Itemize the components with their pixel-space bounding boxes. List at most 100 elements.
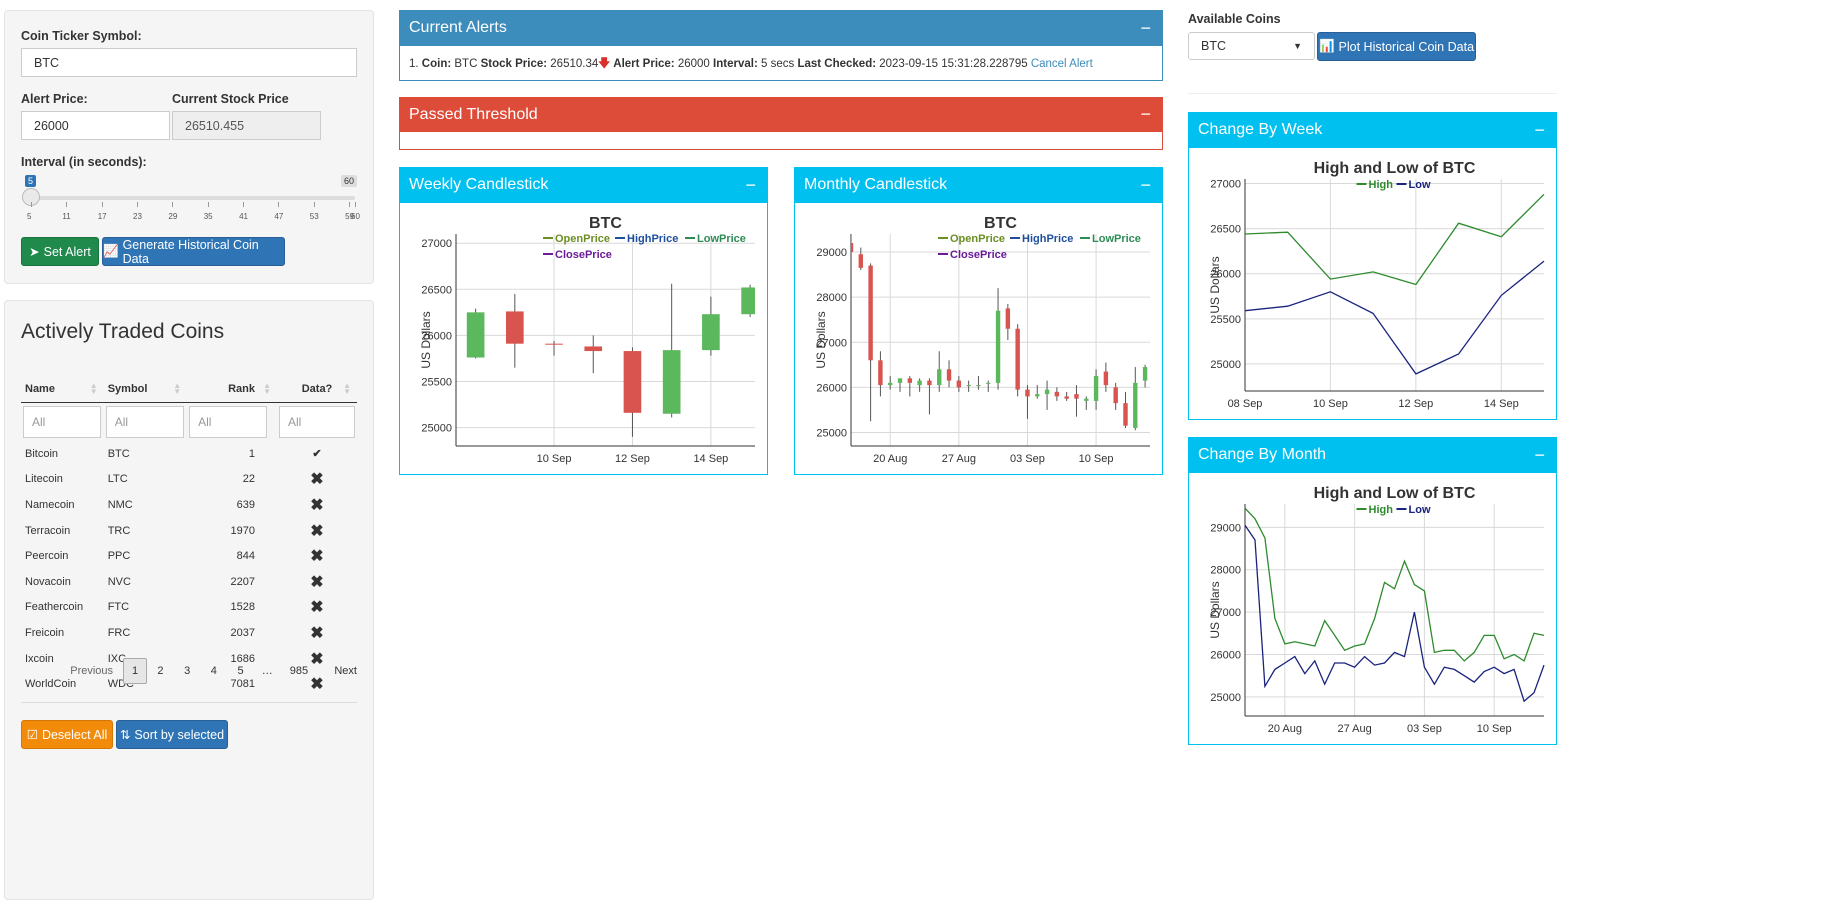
table-row[interactable]: Litecoin LTC 22 ✖ — [21, 467, 357, 493]
x-tick-label: 10 Sep — [1079, 453, 1114, 465]
alert-index: 1. — [409, 58, 419, 70]
filter-symbol-input[interactable]: All — [105, 406, 184, 438]
alert-price-input[interactable]: 26000 — [21, 111, 170, 140]
data-status-icon: ✖ — [310, 548, 324, 566]
candle-body — [1064, 396, 1069, 399]
candle-body — [1084, 398, 1089, 401]
table-row[interactable]: Namecoin NMC 639 ✖ — [21, 492, 357, 518]
sort-selected-button[interactable]: ⇅ Sort by selected — [116, 720, 228, 749]
candles — [851, 234, 1148, 431]
candle-body — [1113, 387, 1118, 404]
slider-track[interactable] — [31, 196, 355, 200]
slider-tick-label: 23 — [133, 212, 142, 221]
ticker-input[interactable]: BTC — [21, 48, 357, 77]
table-row[interactable]: Novacoin NVC 2207 ✖ — [21, 569, 357, 595]
divider — [21, 702, 357, 703]
candle-body — [927, 380, 932, 386]
slider-tick-label: 47 — [274, 212, 284, 221]
legend-label: High — [1369, 179, 1394, 191]
data-status-icon: ✖ — [310, 522, 324, 540]
collapse-icon[interactable]: − — [1534, 119, 1545, 140]
x-tick-label: 27 Aug — [1338, 723, 1372, 735]
table-row[interactable]: Ixcoin IXC 1686 ✖ — [21, 646, 357, 672]
pager-page-last[interactable]: 985 — [289, 665, 309, 677]
slider-tick — [243, 202, 245, 207]
pager-page-5[interactable]: 5 — [237, 665, 244, 677]
candle-body — [545, 343, 563, 345]
candle-body — [1035, 394, 1040, 397]
slider-tick — [137, 202, 139, 207]
stock-price-label: Stock Price: — [480, 58, 548, 70]
current-alerts-title: Current Alerts — [409, 19, 507, 36]
pager-page-4[interactable]: 4 — [210, 665, 217, 677]
y-tick-label: 25500 — [1210, 314, 1241, 326]
last-checked-value: 2023-09-15 15:31:28.228795 — [879, 58, 1028, 70]
month-high-low-chart: 25000 26000 27000 28000 29000 20 Aug 27 Aug 03 … — [1208, 485, 1545, 735]
slider-tick — [349, 202, 351, 207]
table-row[interactable]: Terracoin TRC 1970 ✖ — [21, 518, 357, 544]
pager-previous[interactable]: Previous — [70, 665, 114, 677]
table-row[interactable]: Peercoin PPC 844 ✖ — [21, 543, 357, 569]
series-line — [1244, 260, 1545, 375]
coin-name: Bitcoin — [25, 447, 59, 460]
slider-tick — [313, 202, 315, 207]
plot-historical-button[interactable]: 📊 Plot Historical Coin Data — [1317, 32, 1476, 61]
passed-threshold-box: Passed Threshold − — [399, 97, 1163, 150]
candle-body — [868, 265, 873, 361]
legend-label: LowPrice — [1092, 233, 1141, 245]
pager-page-1[interactable]: 1 — [123, 658, 148, 684]
legend-label: HighPrice — [1022, 233, 1073, 245]
pager-page-3[interactable]: 3 — [184, 665, 191, 677]
coin-name: Novacoin — [25, 575, 71, 588]
col-name[interactable]: Name ▲ ▼ — [21, 376, 104, 403]
coin-rank: 2037 — [230, 626, 255, 639]
col-data[interactable]: Data? ▲ ▼ — [277, 376, 357, 403]
pager-page-2[interactable]: 2 — [157, 665, 164, 677]
col-symbol[interactable]: Symbol ▲ ▼ — [103, 376, 188, 403]
slider-tick — [101, 202, 103, 207]
interval-slider[interactable]: 5 60 5 11 17 23 29 35 41 47 53 59 60 — [21, 172, 360, 222]
collapse-icon[interactable]: − — [1534, 444, 1545, 465]
slider-tick — [278, 202, 280, 207]
coin-symbol: PPC — [107, 550, 131, 563]
col-rank[interactable]: Rank ▲ ▼ — [187, 376, 277, 403]
y-tick-label: 26500 — [1210, 224, 1241, 236]
slider-tick-label: 29 — [168, 212, 178, 221]
pager-ellipsis: … — [261, 665, 273, 677]
sort-icon: ▲ ▼ — [89, 381, 98, 396]
ticker-label: Coin Ticker Symbol: — [21, 29, 142, 43]
filter-data-input[interactable]: All — [279, 406, 355, 438]
candle-body — [858, 254, 864, 268]
legend-label: Low — [1409, 504, 1431, 516]
collapse-icon[interactable]: − — [745, 174, 756, 195]
coin-symbol: IXC — [107, 652, 127, 665]
set-alert-button[interactable]: ➤ Set Alert — [21, 237, 99, 266]
coin-name: Litecoin — [25, 473, 63, 486]
x-tick-label: 10 Sep — [1313, 398, 1348, 410]
collapse-icon[interactable]: − — [1140, 104, 1151, 124]
pager-next[interactable]: Next — [334, 665, 357, 677]
table-row[interactable]: Freicoin FRC 2037 ✖ — [21, 620, 357, 646]
coin-symbol: BTC — [107, 447, 130, 460]
filter-name-input[interactable]: All — [23, 406, 101, 438]
monthly-candlestick-header: Monthly Candlestick − — [794, 167, 1163, 203]
cancel-alert-link[interactable]: Cancel Alert — [1030, 58, 1093, 70]
candle-body — [741, 287, 755, 315]
filter-rank-input[interactable]: All — [189, 406, 268, 438]
coin-name: Namecoin — [25, 498, 75, 511]
table-row[interactable]: Bitcoin BTC 1 ✔ — [21, 441, 357, 467]
coin-symbol: LTC — [107, 473, 128, 486]
y-tick-label: 29000 — [816, 247, 847, 259]
candle-body — [917, 380, 922, 386]
slider-tick — [172, 202, 174, 207]
generate-historical-button[interactable]: 📈 Generate Historical Coin Data — [102, 237, 285, 266]
available-coins-select[interactable]: BTC ▼ — [1188, 32, 1315, 60]
deselect-all-button[interactable]: ☑ Deselect All — [21, 720, 113, 749]
slider-tick — [66, 202, 68, 207]
collapse-icon[interactable]: − — [1140, 17, 1151, 38]
x-tick-label: 08 Sep — [1228, 398, 1263, 410]
collapse-icon[interactable]: − — [1140, 174, 1151, 195]
table-row[interactable]: Feathercoin FTC 1528 ✖ — [21, 595, 357, 621]
slider-tick — [207, 202, 209, 207]
coin-rank: 22 — [242, 473, 255, 486]
